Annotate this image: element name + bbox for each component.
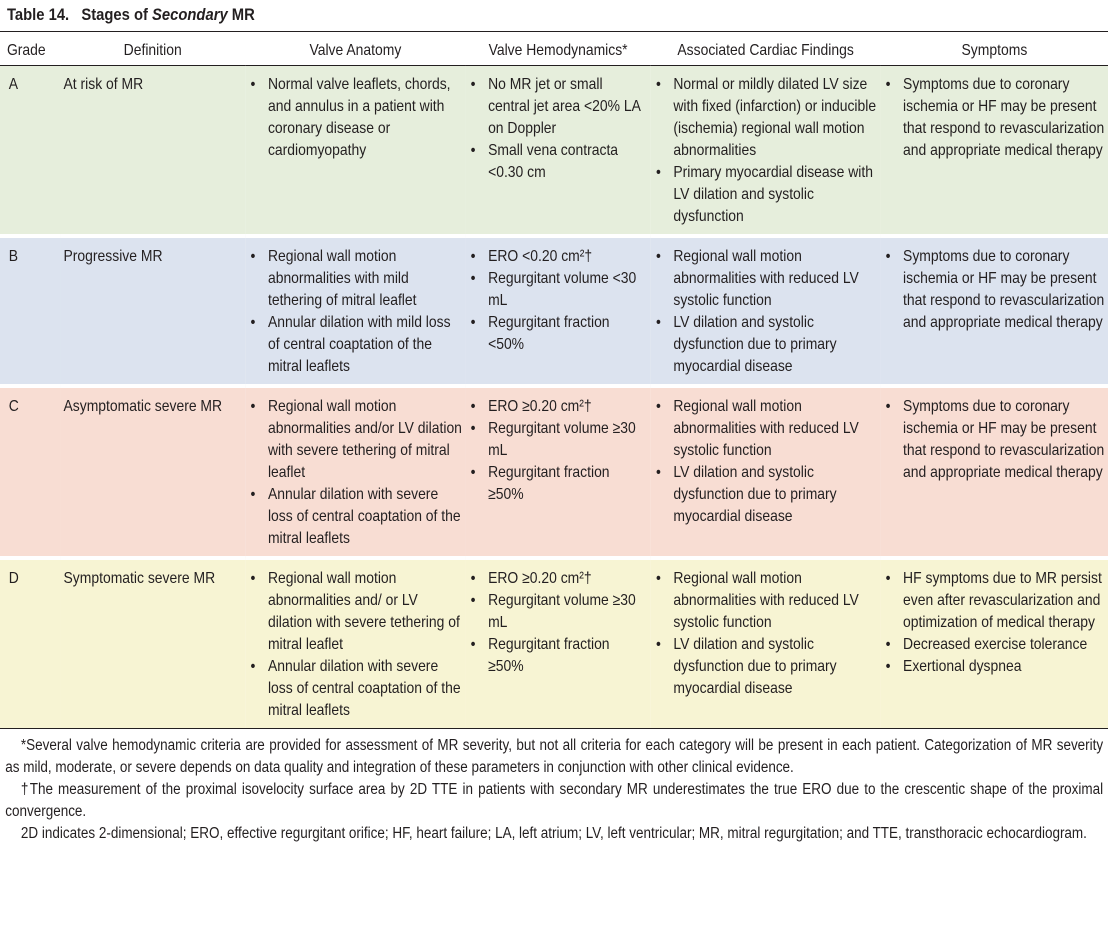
footnote: *Several valve hemodynamic criteria are … xyxy=(5,737,1104,776)
bullet-item: Regurgitant volume ≥30 mL xyxy=(471,590,647,634)
bullet-item: Decreased exercise tolerance xyxy=(886,634,1105,656)
hemodynamics-cell: ERO ≥0.20 cm²†Regurgitant volume ≥30 mLR… xyxy=(465,386,651,560)
bullet-item: Regurgitant volume <30 mL xyxy=(471,268,647,312)
findings-cell: Normal or mildly dilated LV size with fi… xyxy=(650,65,881,238)
bullet-item: Annular dilation with severe loss of cen… xyxy=(251,484,462,550)
findings-cell: Regional wall motion abnormalities with … xyxy=(650,236,881,388)
stages-table: Grade Definition Valve Anatomy Valve Hemody… xyxy=(0,37,1108,728)
bullet-list: Normal valve leaflets, chords, and annul… xyxy=(249,74,462,162)
bullet-list: Regional wall motion abnormalities and/ … xyxy=(249,568,462,722)
bullet-item: Regional wall motion abnormalities with … xyxy=(656,568,877,634)
bullet-list: ERO ≥0.20 cm²†Regurgitant volume ≥30 mLR… xyxy=(469,396,647,506)
bullet-item: ERO <0.20 cm²† xyxy=(471,246,647,268)
bullet-item: Normal or mildly dilated LV size with fi… xyxy=(656,74,877,162)
bullet-list: Normal or mildly dilated LV size with fi… xyxy=(654,74,877,228)
bullet-item: Regurgitant fraction ≥50% xyxy=(471,462,647,506)
bullet-list: Regional wall motion abnormalities and/o… xyxy=(249,396,462,550)
bullet-list: Regional wall motion abnormalities with … xyxy=(654,568,877,700)
bullet-list: Symptoms due to coronary ischemia or HF … xyxy=(884,396,1105,484)
anatomy-cell: Regional wall motion abnormalities with … xyxy=(245,236,466,388)
column-header: Associated Cardiac Findings xyxy=(650,37,881,66)
grade-cell: A xyxy=(0,65,61,238)
bullet-list: Symptoms due to coronary ischemia or HF … xyxy=(884,74,1105,162)
bullet-list: HF symptoms due to MR persist even after… xyxy=(884,568,1105,678)
bullet-item: Symptoms due to coronary ischemia or HF … xyxy=(886,246,1105,334)
column-header: Symptoms xyxy=(880,37,1108,66)
title-label: Table 14. xyxy=(6,5,70,24)
bullet-item: Regional wall motion abnormalities and/ … xyxy=(251,568,462,656)
bullet-item: Exertional dyspnea xyxy=(886,656,1105,678)
table-title: Table 14. Stages of Secondary MR xyxy=(0,0,1108,32)
anatomy-cell: Normal valve leaflets, chords, and annul… xyxy=(245,65,466,238)
bullet-item: Regurgitant volume ≥30 mL xyxy=(471,418,647,462)
bullet-item: Regurgitant fraction <50% xyxy=(471,312,647,356)
footnote: †The measurement of the proximal isovelo… xyxy=(5,781,1104,820)
symptoms-cell: Symptoms due to coronary ischemia or HF … xyxy=(880,65,1108,238)
bullet-list: Regional wall motion abnormalities with … xyxy=(654,246,877,378)
bullet-item: HF symptoms due to MR persist even after… xyxy=(886,568,1105,634)
grade-cell: B xyxy=(0,236,61,388)
hemodynamics-cell: No MR jet or small central jet area <20%… xyxy=(465,65,651,238)
anatomy-cell: Regional wall motion abnormalities and/ … xyxy=(245,558,466,728)
bullet-item: ERO ≥0.20 cm²† xyxy=(471,396,647,418)
document: Table 14. Stages of Secondary MR Grade Def… xyxy=(0,0,1108,845)
column-header: Definition xyxy=(60,37,246,66)
anatomy-cell: Regional wall motion abnormalities and/o… xyxy=(245,386,466,560)
bullet-item: LV dilation and systolic dysfunction due… xyxy=(656,634,877,700)
header-row: Grade Definition Valve Anatomy Valve Hemody… xyxy=(0,37,1108,66)
definition-cell: Symptomatic severe MR xyxy=(60,558,246,728)
footnote: 2D indicates 2-dimensional; ERO, effecti… xyxy=(20,825,1087,842)
grade-cell: C xyxy=(0,386,61,560)
bullet-item: Regional wall motion abnormalities with … xyxy=(656,246,877,312)
bullet-item: LV dilation and systolic dysfunction due… xyxy=(656,312,877,378)
bullet-item: Normal valve leaflets, chords, and annul… xyxy=(251,74,462,162)
definition-cell: Asymptomatic severe MR xyxy=(60,386,246,560)
bullet-list: ERO <0.20 cm²†Regurgitant volume <30 mLR… xyxy=(469,246,647,356)
bullet-list: Regional wall motion abnormalities with … xyxy=(654,396,877,528)
findings-cell: Regional wall motion abnormalities with … xyxy=(650,386,881,560)
findings-cell: Regional wall motion abnormalities with … xyxy=(650,558,881,728)
hemodynamics-cell: ERO ≥0.20 cm²†Regurgitant volume ≥30 mLR… xyxy=(465,558,651,728)
bullet-list: ERO ≥0.20 cm²†Regurgitant volume ≥30 mLR… xyxy=(469,568,647,678)
bullet-item: Symptoms due to coronary ischemia or HF … xyxy=(886,74,1105,162)
symptoms-cell: Symptoms due to coronary ischemia or HF … xyxy=(880,236,1108,388)
symptoms-cell: Symptoms due to coronary ischemia or HF … xyxy=(880,386,1108,560)
table-row: AAt risk of MRNormal valve leaflets, cho… xyxy=(0,65,1108,238)
bullet-list: Regional wall motion abnormalities with … xyxy=(249,246,462,378)
bullet-item: Primary myocardial disease with LV dilat… xyxy=(656,162,877,228)
bullet-item: No MR jet or small central jet area <20%… xyxy=(471,74,647,140)
bullet-item: LV dilation and systolic dysfunction due… xyxy=(656,462,877,528)
footnotes: *Several valve hemodynamic criteria are … xyxy=(0,728,1108,845)
bullet-list: No MR jet or small central jet area <20%… xyxy=(469,74,647,184)
column-header: Valve Anatomy xyxy=(245,37,466,66)
hemodynamics-cell: ERO <0.20 cm²†Regurgitant volume <30 mLR… xyxy=(465,236,651,388)
column-header: Grade xyxy=(0,37,61,66)
bullet-item: Regional wall motion abnormalities with … xyxy=(656,396,877,462)
column-header: Valve Hemodynamics* xyxy=(465,37,651,66)
bullet-list: Symptoms due to coronary ischemia or HF … xyxy=(884,246,1105,334)
title-emphasis: Secondary xyxy=(152,5,228,24)
definition-cell: Progressive MR xyxy=(60,236,246,388)
definition-cell: At risk of MR xyxy=(60,65,246,238)
bullet-item: Symptoms due to coronary ischemia or HF … xyxy=(886,396,1105,484)
bullet-item: Regional wall motion abnormalities and/o… xyxy=(251,396,462,484)
bullet-item: Regional wall motion abnormalities with … xyxy=(251,246,462,312)
title-suffix: MR xyxy=(231,5,255,24)
bullet-item: Annular dilation with severe loss of cen… xyxy=(251,656,462,722)
bullet-item: Regurgitant fraction ≥50% xyxy=(471,634,647,678)
bullet-item: ERO ≥0.20 cm²† xyxy=(471,568,647,590)
bullet-item: Annular dilation with mild loss of centr… xyxy=(251,312,462,378)
grade-cell: D xyxy=(0,558,61,728)
symptoms-cell: HF symptoms due to MR persist even after… xyxy=(880,558,1108,728)
title-prefix: Stages of xyxy=(81,5,148,24)
bullet-item: Small vena contracta <0.30 cm xyxy=(471,140,647,184)
